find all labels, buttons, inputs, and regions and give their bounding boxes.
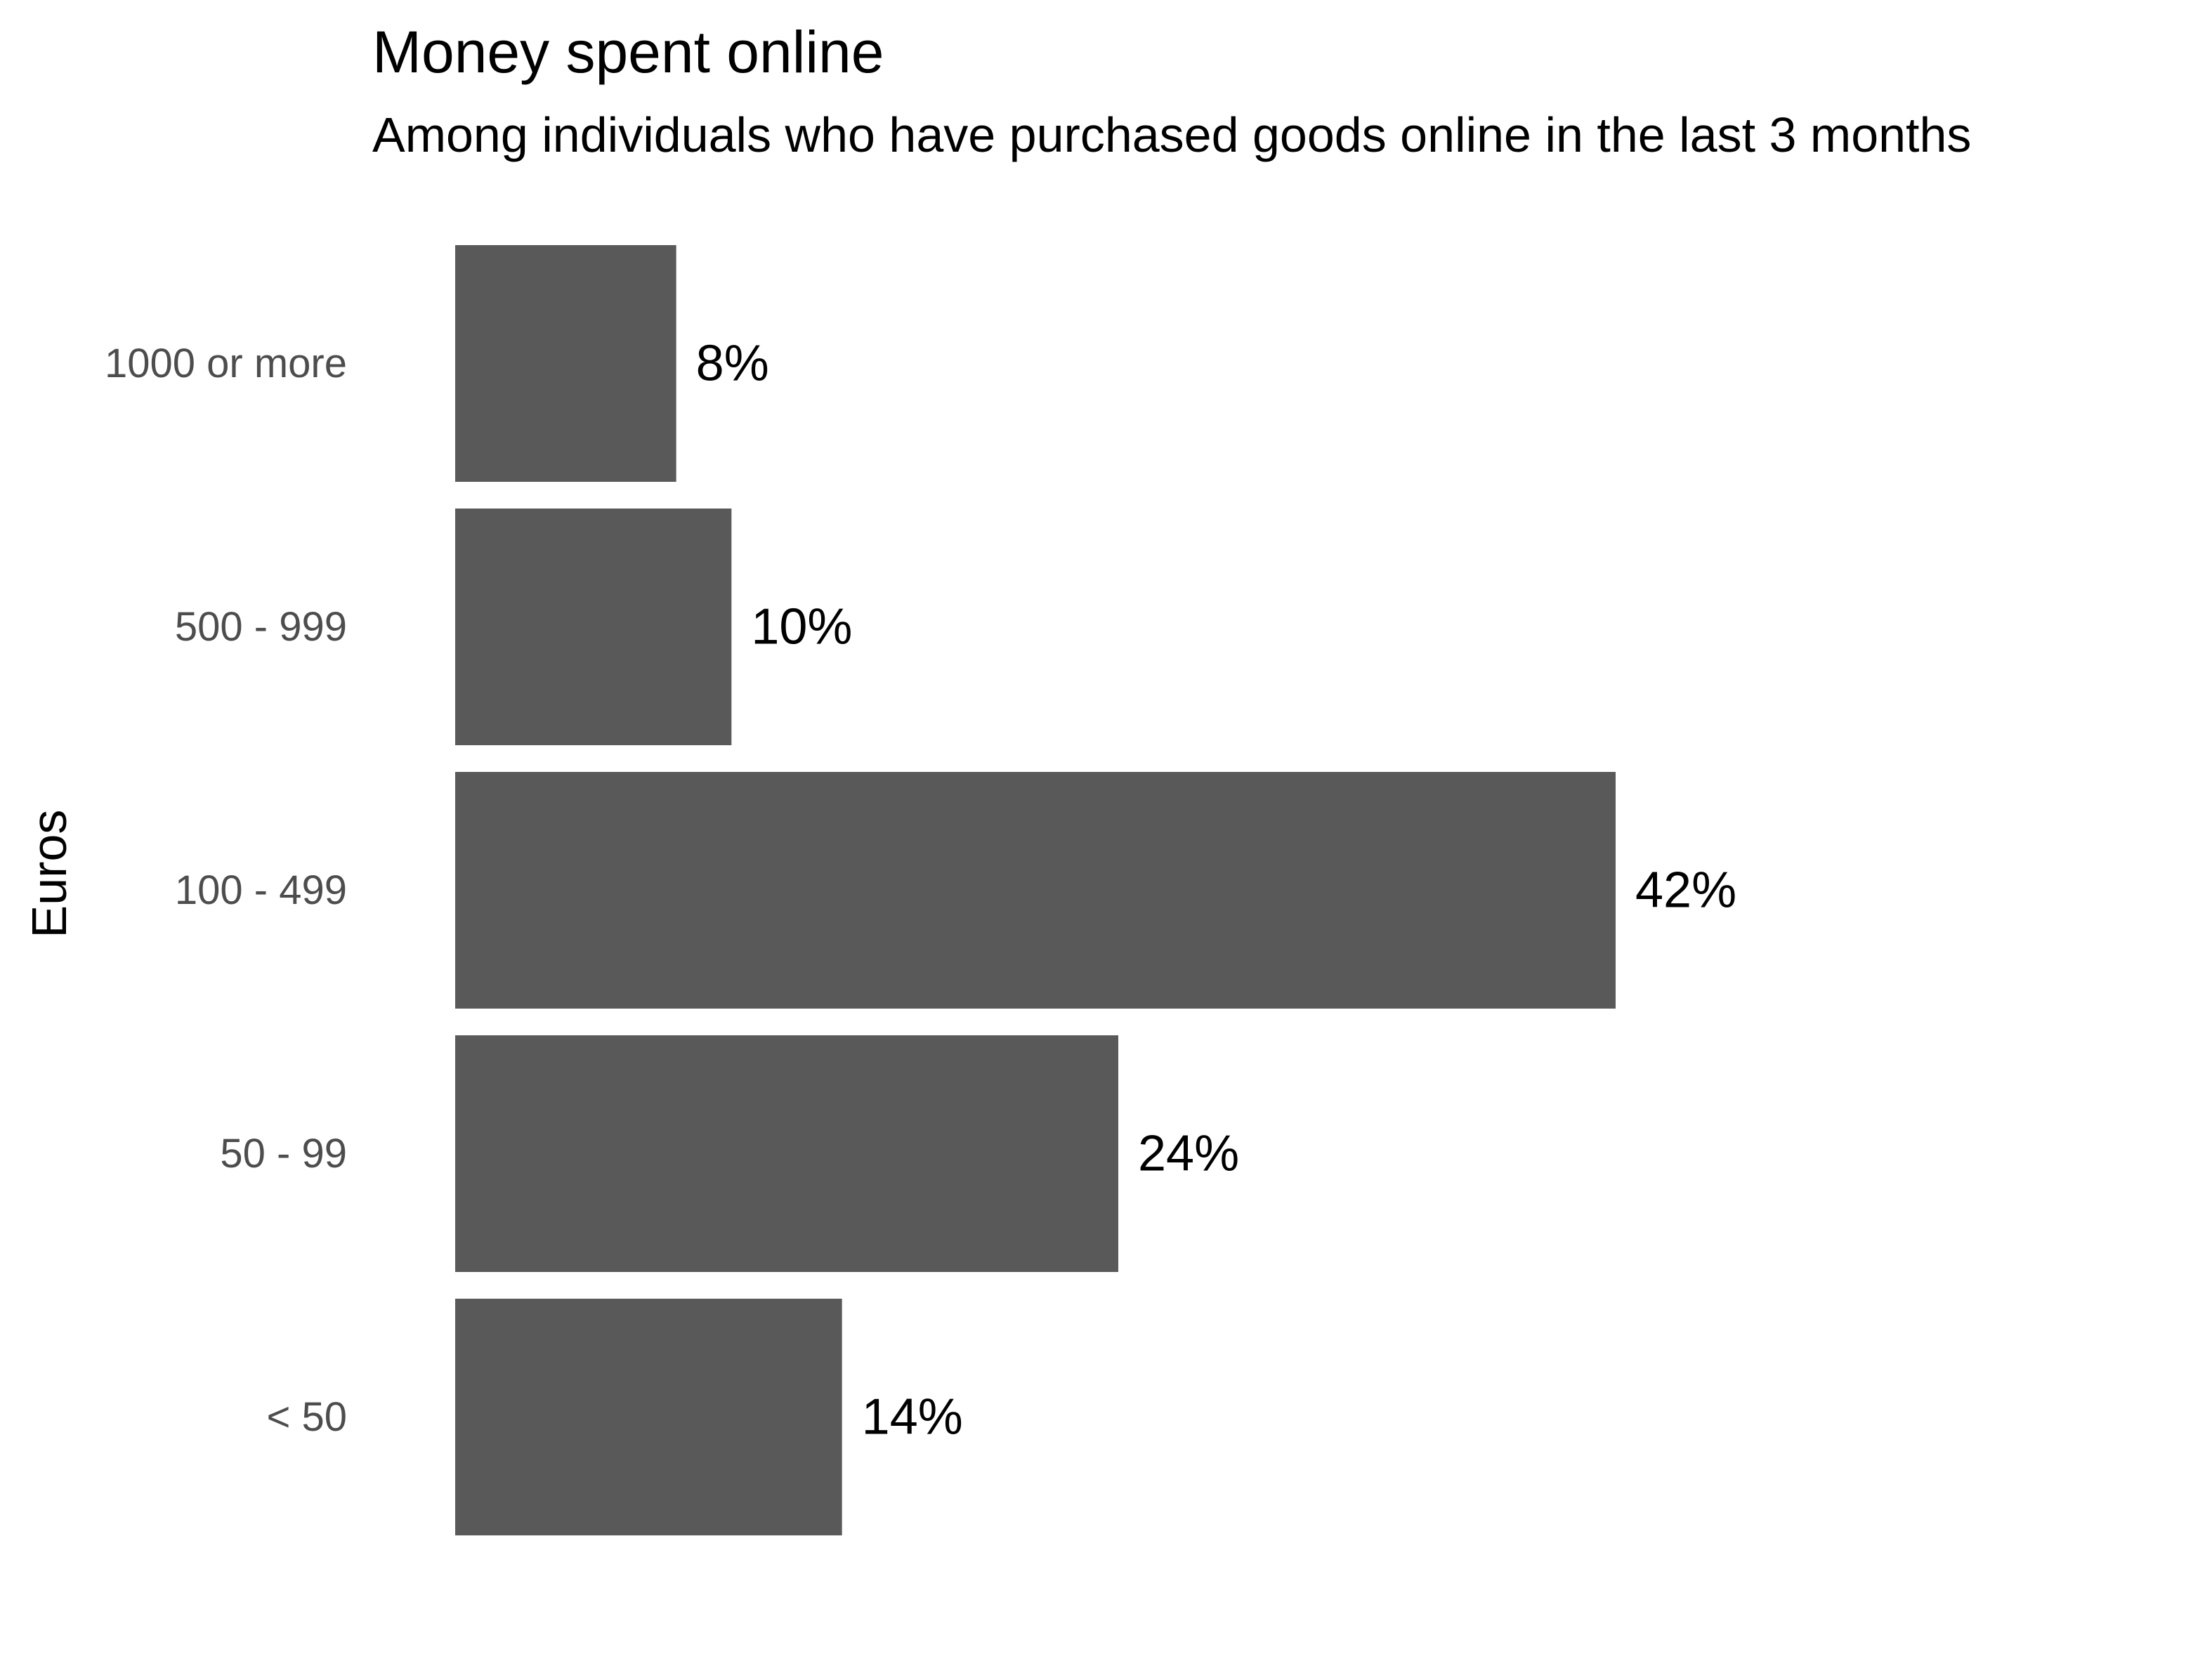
chart-title: Money spent online <box>372 19 884 85</box>
y-tick-label-1: 500 - 999 <box>175 604 347 650</box>
y-tick-label-4: < 50 <box>267 1394 348 1440</box>
bars-group <box>455 245 1616 1535</box>
bar-1 <box>455 509 732 745</box>
data-label-3: 24% <box>1138 1126 1239 1182</box>
y-tick-labels-group: 1000 or more 500 - 999 100 - 499 50 - 99 < 5… <box>105 341 347 1440</box>
bar-0 <box>455 245 676 482</box>
data-label-2: 42% <box>1635 863 1736 919</box>
data-label-1: 10% <box>751 599 852 655</box>
data-label-0: 8% <box>696 336 769 392</box>
data-labels-group: 8% 10% 42% 24% 14% <box>696 336 1736 1445</box>
bar-4 <box>455 1299 842 1535</box>
chart-subtitle: Among individuals who have purchased goo… <box>372 107 1972 162</box>
y-tick-label-2: 100 - 499 <box>175 867 347 913</box>
y-tick-label-3: 50 - 99 <box>220 1131 347 1176</box>
y-tick-label-0: 1000 or more <box>105 341 347 386</box>
bar-3 <box>455 1035 1118 1272</box>
bar-2 <box>455 772 1616 1009</box>
data-label-4: 14% <box>862 1389 963 1445</box>
